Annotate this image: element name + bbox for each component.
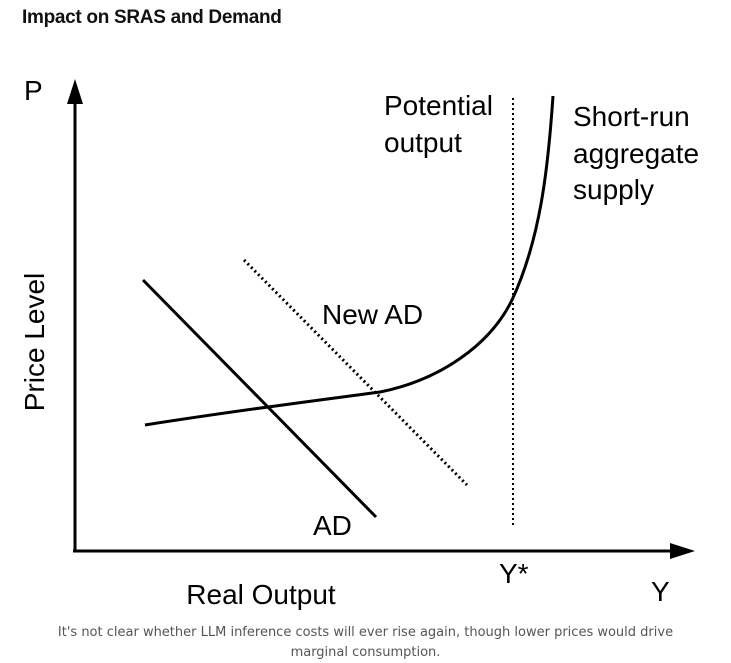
sras-label-line1: Short-run [573, 101, 690, 132]
sras-label-line2: aggregate [573, 138, 699, 169]
page-title: Impact on SRAS and Demand [22, 7, 282, 28]
sras-label-line3: supply [573, 174, 654, 205]
ad-curve [141, 278, 378, 519]
y-axis-label: Price Level [19, 273, 50, 412]
y-axis-symbol: P [24, 75, 43, 106]
potential-output-tick: Y* [499, 558, 529, 589]
new-ad-label: New AD [322, 299, 423, 330]
x-axis-label: Real Output [186, 579, 336, 610]
figure-caption: It's not clear whether LLM inference cos… [57, 625, 674, 660]
y-axis-arrowhead [67, 79, 83, 104]
potential-output-label-line1: Potential [384, 90, 493, 121]
x-axis-symbol: Y [651, 576, 670, 607]
x-axis-arrowhead [670, 543, 695, 559]
ad-label: AD [313, 510, 352, 541]
sras-curve [144, 95, 555, 427]
potential-output-label-line2: output [384, 127, 462, 158]
